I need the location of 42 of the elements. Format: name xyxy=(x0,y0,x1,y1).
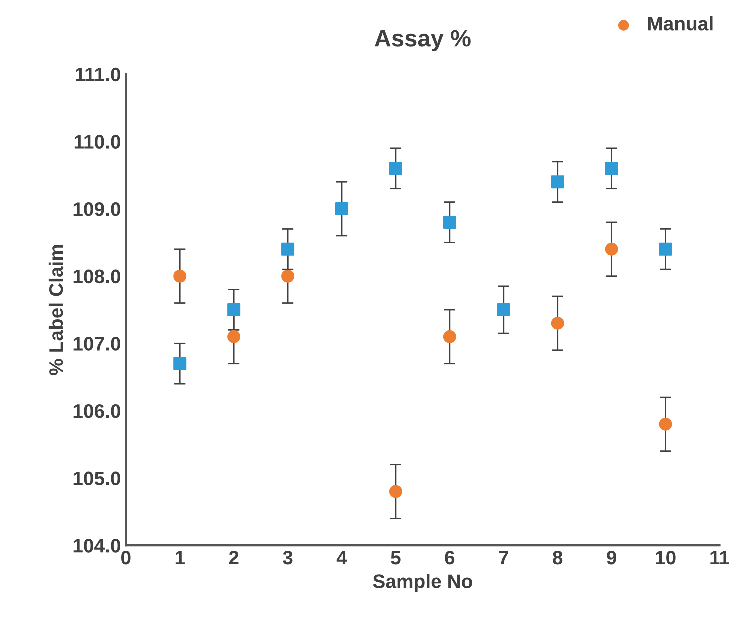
chart-title: Assay % xyxy=(374,30,471,52)
point xyxy=(228,303,241,317)
y-tick-label: 111.0 xyxy=(76,68,120,82)
y-axis-title: % Label Claim xyxy=(48,245,64,376)
y-tick-label: 109.0 xyxy=(74,202,120,216)
point xyxy=(282,270,295,283)
y-tick-label: 108.0 xyxy=(74,270,120,284)
point xyxy=(551,316,564,330)
point xyxy=(443,216,456,229)
x-tick-label: 2 xyxy=(229,550,239,565)
legend-label: Manual xyxy=(648,16,713,31)
x-axis-title: Sample No xyxy=(373,574,472,592)
y-tick-label: 110.0 xyxy=(74,135,120,149)
point xyxy=(659,242,672,256)
point xyxy=(174,357,187,370)
point xyxy=(659,418,672,431)
y-tick-label: 107.0 xyxy=(74,337,120,351)
point xyxy=(605,162,618,176)
x-tick-label: 5 xyxy=(391,551,401,565)
point xyxy=(443,330,456,344)
x-tick-label: 3 xyxy=(283,550,293,565)
point xyxy=(335,202,348,216)
point xyxy=(497,303,510,317)
x-tick-label: 8 xyxy=(553,550,563,565)
point xyxy=(605,242,618,256)
x-tick-label: 9 xyxy=(607,550,616,565)
point xyxy=(551,176,564,189)
x-tick-label: 1 xyxy=(176,551,185,565)
x-tick-label: 0 xyxy=(122,550,131,565)
y-tick-label: 106.0 xyxy=(74,404,120,418)
x-tick-label: 6 xyxy=(445,550,455,565)
point xyxy=(389,485,402,498)
point xyxy=(282,242,295,256)
x-tick-label: 7 xyxy=(499,551,508,565)
y-tick-label: 105.0 xyxy=(74,472,120,486)
y-tick-label: 104.0 xyxy=(74,539,120,553)
x-tick-label: 4 xyxy=(336,551,348,565)
point xyxy=(228,330,241,344)
x-tick-label: 10 xyxy=(656,550,676,565)
point xyxy=(389,162,402,176)
x-tick-label: 11 xyxy=(710,551,730,565)
point xyxy=(174,270,187,283)
